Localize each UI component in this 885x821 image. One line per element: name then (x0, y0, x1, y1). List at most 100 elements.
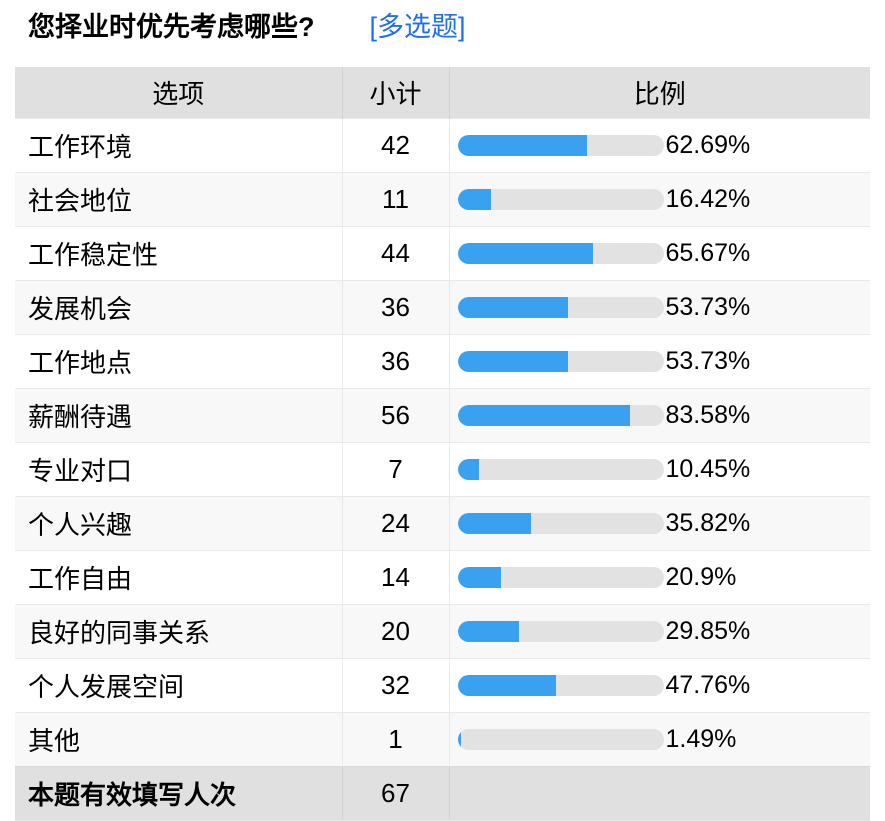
bar-track (457, 189, 664, 210)
subtotal-value: 36 (341, 280, 449, 335)
percent-label: 65.67% (665, 239, 751, 267)
footer-label: 本题有效填写人次 (15, 766, 342, 821)
proportion-bar: 16.42% (457, 185, 870, 214)
option-label: 发展机会 (15, 280, 342, 335)
percent-label: 53.73% (665, 347, 751, 375)
option-label: 工作自由 (15, 550, 342, 605)
option-label: 社会地位 (15, 172, 342, 227)
subtotal-value: 56 (341, 388, 449, 443)
proportion-cell: 20.9% (448, 550, 870, 605)
subtotal-value: 1 (341, 712, 449, 767)
bar-fill (457, 459, 480, 480)
proportion-cell: 16.42% (448, 172, 870, 227)
bar-fill (457, 567, 501, 588)
bar-fill (457, 405, 630, 426)
percent-label: 1.49% (665, 725, 737, 753)
percent-label: 62.69% (665, 131, 751, 159)
option-label: 工作稳定性 (15, 226, 342, 281)
bar-fill (457, 297, 569, 318)
percent-label: 10.45% (665, 455, 751, 483)
subtotal-value: 36 (341, 334, 449, 389)
option-label: 其他 (15, 712, 342, 767)
proportion-bar: 62.69% (457, 131, 870, 160)
subtotal-value: 7 (341, 442, 449, 497)
proportion-bar: 83.58% (457, 401, 870, 430)
bar-fill (457, 243, 593, 264)
bar-track (457, 297, 664, 318)
proportion-cell: 1.49% (448, 712, 870, 767)
proportion-bar: 20.9% (457, 563, 870, 592)
percent-label: 16.42% (665, 185, 751, 213)
subtotal-value: 20 (341, 604, 449, 659)
header-row: 选项 小计 比例 (15, 67, 870, 119)
subtotal-value: 32 (341, 658, 449, 713)
proportion-cell: 65.67% (448, 226, 870, 281)
option-label: 工作环境 (15, 118, 342, 173)
percent-label: 83.58% (665, 401, 751, 429)
percent-label: 53.73% (665, 293, 751, 321)
footer-count: 67 (341, 766, 449, 821)
bar-track (457, 351, 664, 372)
bar-fill (457, 729, 461, 750)
subtotal-value: 14 (341, 550, 449, 605)
table-row: 良好的同事关系 20 29.85% (15, 604, 870, 659)
percent-label: 20.9% (665, 563, 737, 591)
bar-fill (457, 675, 556, 696)
question-type-tag: [多选题] (369, 12, 466, 42)
table-row: 个人兴趣 24 35.82% (15, 496, 870, 551)
option-label: 薪酬待遇 (15, 388, 342, 443)
table-row: 专业对口 7 10.45% (15, 442, 870, 497)
bar-fill (457, 135, 587, 156)
bar-fill (457, 513, 532, 534)
proportion-bar: 35.82% (457, 509, 870, 538)
table-row: 发展机会 36 53.73% (15, 280, 870, 335)
proportion-cell: 10.45% (448, 442, 870, 497)
proportion-cell: 83.58% (448, 388, 870, 443)
subtotal-value: 42 (341, 118, 449, 173)
results-table: 选项 小计 比例 工作环境 42 62.69% 社会地位 11 1 (15, 67, 870, 821)
column-header-subtotal: 小计 (341, 67, 449, 119)
bar-fill (457, 351, 569, 372)
percent-label: 29.85% (665, 617, 751, 645)
proportion-cell: 35.82% (448, 496, 870, 551)
proportion-cell: 53.73% (448, 334, 870, 389)
question-header: 您择业时优先考虑哪些? [多选题] (28, 12, 885, 42)
table-row: 工作自由 14 20.9% (15, 550, 870, 605)
bar-track (457, 621, 664, 642)
table-row: 薪酬待遇 56 83.58% (15, 388, 870, 443)
percent-label: 35.82% (665, 509, 751, 537)
table-row: 个人发展空间 32 47.76% (15, 658, 870, 713)
table-row: 其他 1 1.49% (15, 712, 870, 767)
bar-fill (457, 189, 492, 210)
bar-track (457, 459, 664, 480)
proportion-bar: 53.73% (457, 293, 870, 322)
proportion-bar: 65.67% (457, 239, 870, 268)
bar-track (457, 513, 664, 534)
table-row: 工作稳定性 44 65.67% (15, 226, 870, 281)
option-label: 个人发展空间 (15, 658, 342, 713)
option-label: 专业对口 (15, 442, 342, 497)
percent-label: 47.76% (665, 671, 751, 699)
bar-track (457, 567, 664, 588)
bar-fill (457, 621, 519, 642)
column-header-option: 选项 (15, 67, 342, 119)
bar-track (457, 729, 664, 750)
table-row: 社会地位 11 16.42% (15, 172, 870, 227)
option-label: 个人兴趣 (15, 496, 342, 551)
option-label: 工作地点 (15, 334, 342, 389)
proportion-cell: 47.76% (448, 658, 870, 713)
bar-track (457, 135, 664, 156)
table-row: 工作地点 36 53.73% (15, 334, 870, 389)
subtotal-value: 24 (341, 496, 449, 551)
table-row: 工作环境 42 62.69% (15, 118, 870, 173)
proportion-bar: 29.85% (457, 617, 870, 646)
footer-empty-cell (448, 766, 870, 821)
option-label: 良好的同事关系 (15, 604, 342, 659)
bar-track (457, 675, 664, 696)
proportion-cell: 29.85% (448, 604, 870, 659)
footer-row: 本题有效填写人次 67 (15, 766, 870, 821)
proportion-cell: 62.69% (448, 118, 870, 173)
proportion-cell: 53.73% (448, 280, 870, 335)
proportion-bar: 10.45% (457, 455, 870, 484)
bar-track (457, 405, 664, 426)
